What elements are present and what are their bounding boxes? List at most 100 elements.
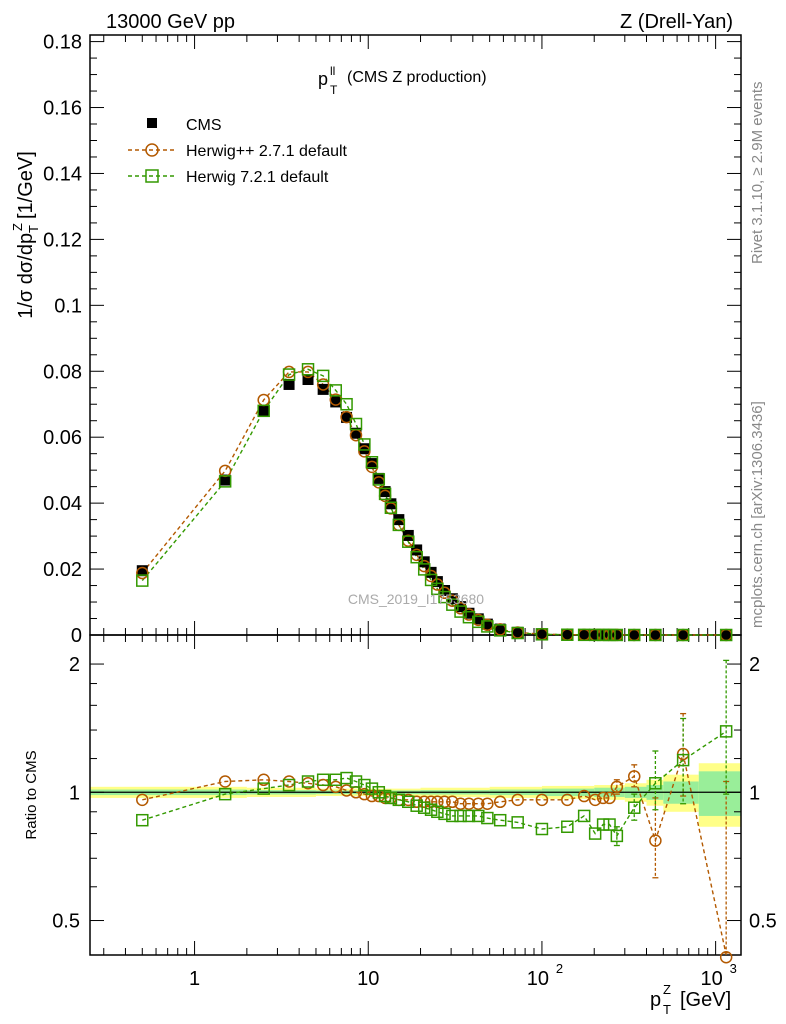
herwig7-point xyxy=(358,438,371,451)
cms-data-point xyxy=(463,607,475,619)
y-tick-label: 0.16 xyxy=(43,98,82,120)
herwig7-ratio-point xyxy=(511,816,524,829)
herwig7-point xyxy=(410,550,423,564)
y-tick-label: 0.12 xyxy=(43,229,82,251)
svg-text:1/σ dσ/dpTZ[1/GeV]: 1/σ dσ/dpTZ [1/GeV] xyxy=(10,151,41,319)
herwigpp-ratio-point xyxy=(365,789,379,803)
herwigpp-point xyxy=(136,566,149,580)
title-sup: ll xyxy=(330,64,335,78)
cms-data-point xyxy=(604,629,616,641)
herwig7-ratio-point xyxy=(561,820,574,834)
herwig7-ratio-point xyxy=(384,791,398,805)
ylabel-sup: Z xyxy=(10,223,25,231)
herwig7-point xyxy=(462,610,476,624)
cms-data-point xyxy=(373,472,385,484)
cms-data-point xyxy=(720,629,732,641)
herwig7-point xyxy=(431,582,444,596)
herwig7-ratio-point xyxy=(218,787,232,801)
herwig7-ratio-point xyxy=(358,778,371,792)
herwig7-point xyxy=(649,628,662,642)
herwig7-point xyxy=(340,397,353,411)
herwigpp-ratio-point xyxy=(340,784,353,797)
herwig7-point xyxy=(603,628,616,642)
herwig7-point xyxy=(218,475,232,488)
herwig7-ratio-point xyxy=(588,827,602,840)
cms-data-point xyxy=(341,411,353,423)
cms-data-point xyxy=(379,486,391,498)
herwig7-ratio-point xyxy=(257,782,270,795)
herwigpp-ratio-point xyxy=(561,793,574,807)
ylabel-text: 1/σ dσ/dp xyxy=(15,233,37,319)
herwig7-point xyxy=(365,456,379,469)
x-tick-label-exponent: 2 xyxy=(556,961,563,976)
title-symbol: p xyxy=(318,69,328,89)
header-right: Z (Drell-Yan) xyxy=(620,11,733,33)
plot-title: p ll T (CMS Z production) xyxy=(318,64,487,97)
legend-marker-herwigpp xyxy=(145,143,159,157)
xlabel-sup: Z xyxy=(663,982,671,997)
herwig7-ratio-point xyxy=(392,793,406,807)
y-tick-label: 0 xyxy=(71,625,82,647)
cms-data-point xyxy=(358,443,370,455)
herwig7-point xyxy=(511,626,524,640)
legend: CMS Herwig++ 2.7.1 default Herwig 7.2.1 … xyxy=(128,117,348,186)
herwig7-ratio-point xyxy=(649,777,662,790)
cms-data-point xyxy=(219,474,231,486)
herwig7-point xyxy=(588,628,602,642)
herwig7-point xyxy=(596,628,610,642)
cms-data-point xyxy=(561,629,573,641)
herwig7-ratio-point xyxy=(372,786,386,799)
herwig7-ratio-point xyxy=(316,773,330,787)
watermark: CMS_2019_I1753680 xyxy=(348,591,484,607)
herwig7-point xyxy=(282,368,296,381)
herwigpp-ratio-point xyxy=(136,793,149,807)
herwig7-ratio-point xyxy=(301,775,315,788)
cms-data-point xyxy=(481,618,493,630)
ratio-y-tick-label-right: 0.5 xyxy=(749,911,777,933)
herwig7-point xyxy=(438,590,451,604)
y-tick-label: 0.06 xyxy=(43,427,82,449)
xlabel-symbol: p xyxy=(650,989,661,1011)
herwig7-ratio-point xyxy=(365,782,379,795)
herwigpp-ratio-point xyxy=(438,795,451,809)
herwig7-ratio-point xyxy=(493,813,507,827)
herwig7-ratio-point xyxy=(577,809,591,823)
rivet-label: Rivet 3.1.10, ≥ 2.9M events xyxy=(749,82,766,265)
herwig7-point xyxy=(610,628,624,642)
herwig7-ratio-point xyxy=(424,803,438,816)
legend-marker-herwig7 xyxy=(145,169,159,183)
legend-marker-cms xyxy=(147,118,157,128)
cms-data-point xyxy=(472,613,484,625)
herwig7-point xyxy=(472,615,485,629)
herwig7-ratio-point xyxy=(481,811,494,825)
herwig7-point xyxy=(535,628,549,641)
cms-data-point xyxy=(589,629,601,641)
herwig7-ratio-point xyxy=(627,801,641,814)
herwig7-ratio-point xyxy=(610,829,624,843)
herwig7-ratio-point xyxy=(282,778,296,792)
herwig7-point xyxy=(627,628,641,642)
ratio-y-label: Ratio to CMS xyxy=(23,750,40,839)
cms-data-point xyxy=(136,565,148,577)
herwigpp-ratio-point xyxy=(257,773,270,787)
herwig7-ratio-point xyxy=(438,807,451,821)
herwig7-point xyxy=(378,487,392,501)
x-tick-label-exponent: 3 xyxy=(730,961,737,976)
cms-data-point xyxy=(611,629,623,641)
cms-data-point xyxy=(628,629,640,641)
ylabel-sub: T xyxy=(26,225,41,233)
herwig7-ratio-point xyxy=(402,795,415,809)
ratio-y-tick-label: 1 xyxy=(69,782,80,804)
herwig7-ratio-point xyxy=(676,753,690,767)
cms-data-point xyxy=(439,584,451,596)
cms-data-point xyxy=(494,623,506,635)
axes: 1 10 10 2 10 3 0 0.02 0.04 0.06 0.08 0.1 0.12 0.14 0.1… xyxy=(43,32,777,990)
cms-data-point xyxy=(418,556,430,568)
ratio-y-tick-label-right: 1 xyxy=(749,782,760,804)
herwigpp-ratio-point xyxy=(462,797,476,810)
herwig7-point xyxy=(481,620,494,633)
herwigpp-ratio-point xyxy=(481,797,494,810)
title-text: (CMS Z production) xyxy=(347,69,487,86)
